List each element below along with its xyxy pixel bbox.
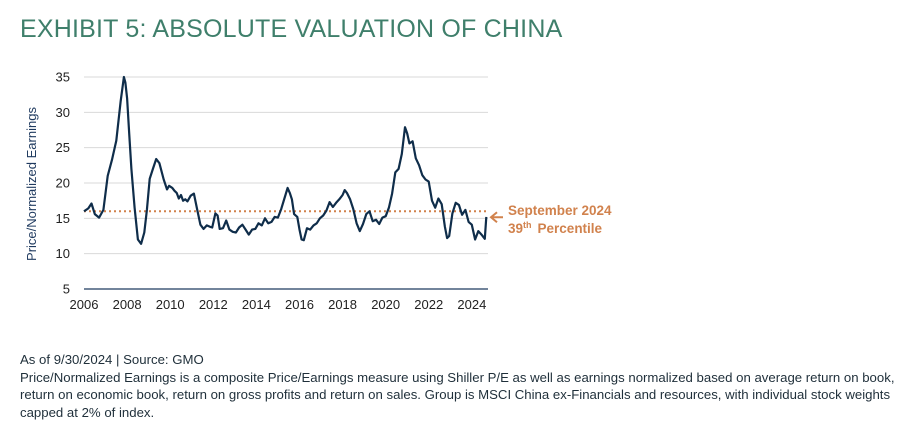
x-tick-label: 2018 (328, 297, 357, 312)
page-title: EXHIBIT 5: ABSOLUTE VALUATION OF CHINA (20, 15, 563, 43)
y-axis-ticks: 5 10 15 20 25 30 35 (56, 70, 70, 297)
y-tick-label: 15 (56, 211, 70, 226)
x-tick-label: 2024 (457, 297, 486, 312)
annotation-label-date: September 2024 (508, 203, 612, 218)
annotation-arrow-icon (489, 211, 503, 224)
y-tick-label: 30 (56, 105, 70, 120)
annotation-label-percentile: 39th Percentile (508, 220, 603, 236)
september-2024-annotation: September 2024 39th Percentile (489, 203, 612, 236)
x-tick-label: 2012 (199, 297, 228, 312)
x-tick-label: 2006 (70, 297, 99, 312)
x-axis-ticks: 2006 2008 2010 2012 2014 2016 2018 2020 2022 2024 (70, 297, 487, 312)
y-axis-label: Price/Normalized Earnings (24, 107, 39, 261)
methodology-note: Price/Normalized Earnings is a composite… (20, 369, 895, 420)
x-tick-label: 2020 (371, 297, 400, 312)
x-tick-label: 2010 (156, 297, 185, 312)
x-tick-label: 2014 (242, 297, 271, 312)
x-tick-label: 2016 (285, 297, 314, 312)
y-tick-label: 10 (56, 246, 70, 261)
y-tick-label: 5 (63, 282, 70, 297)
percentile-number: 39 (508, 221, 523, 236)
y-tick-label: 20 (56, 176, 70, 191)
percentile-word: Percentile (538, 221, 603, 236)
source-note: As of 9/30/2024 | Source: GMO (20, 352, 204, 367)
x-tick-label: 2008 (113, 297, 142, 312)
percentile-suffix: th (523, 220, 532, 230)
x-tick-label: 2022 (414, 297, 443, 312)
footer-notes: As of 9/30/2024 | Source: GMO Price/Norm… (20, 351, 910, 421)
gridlines (84, 76, 488, 290)
y-tick-label: 35 (56, 70, 70, 85)
y-tick-label: 25 (56, 140, 70, 155)
price-normalized-earnings-line (83, 75, 488, 245)
